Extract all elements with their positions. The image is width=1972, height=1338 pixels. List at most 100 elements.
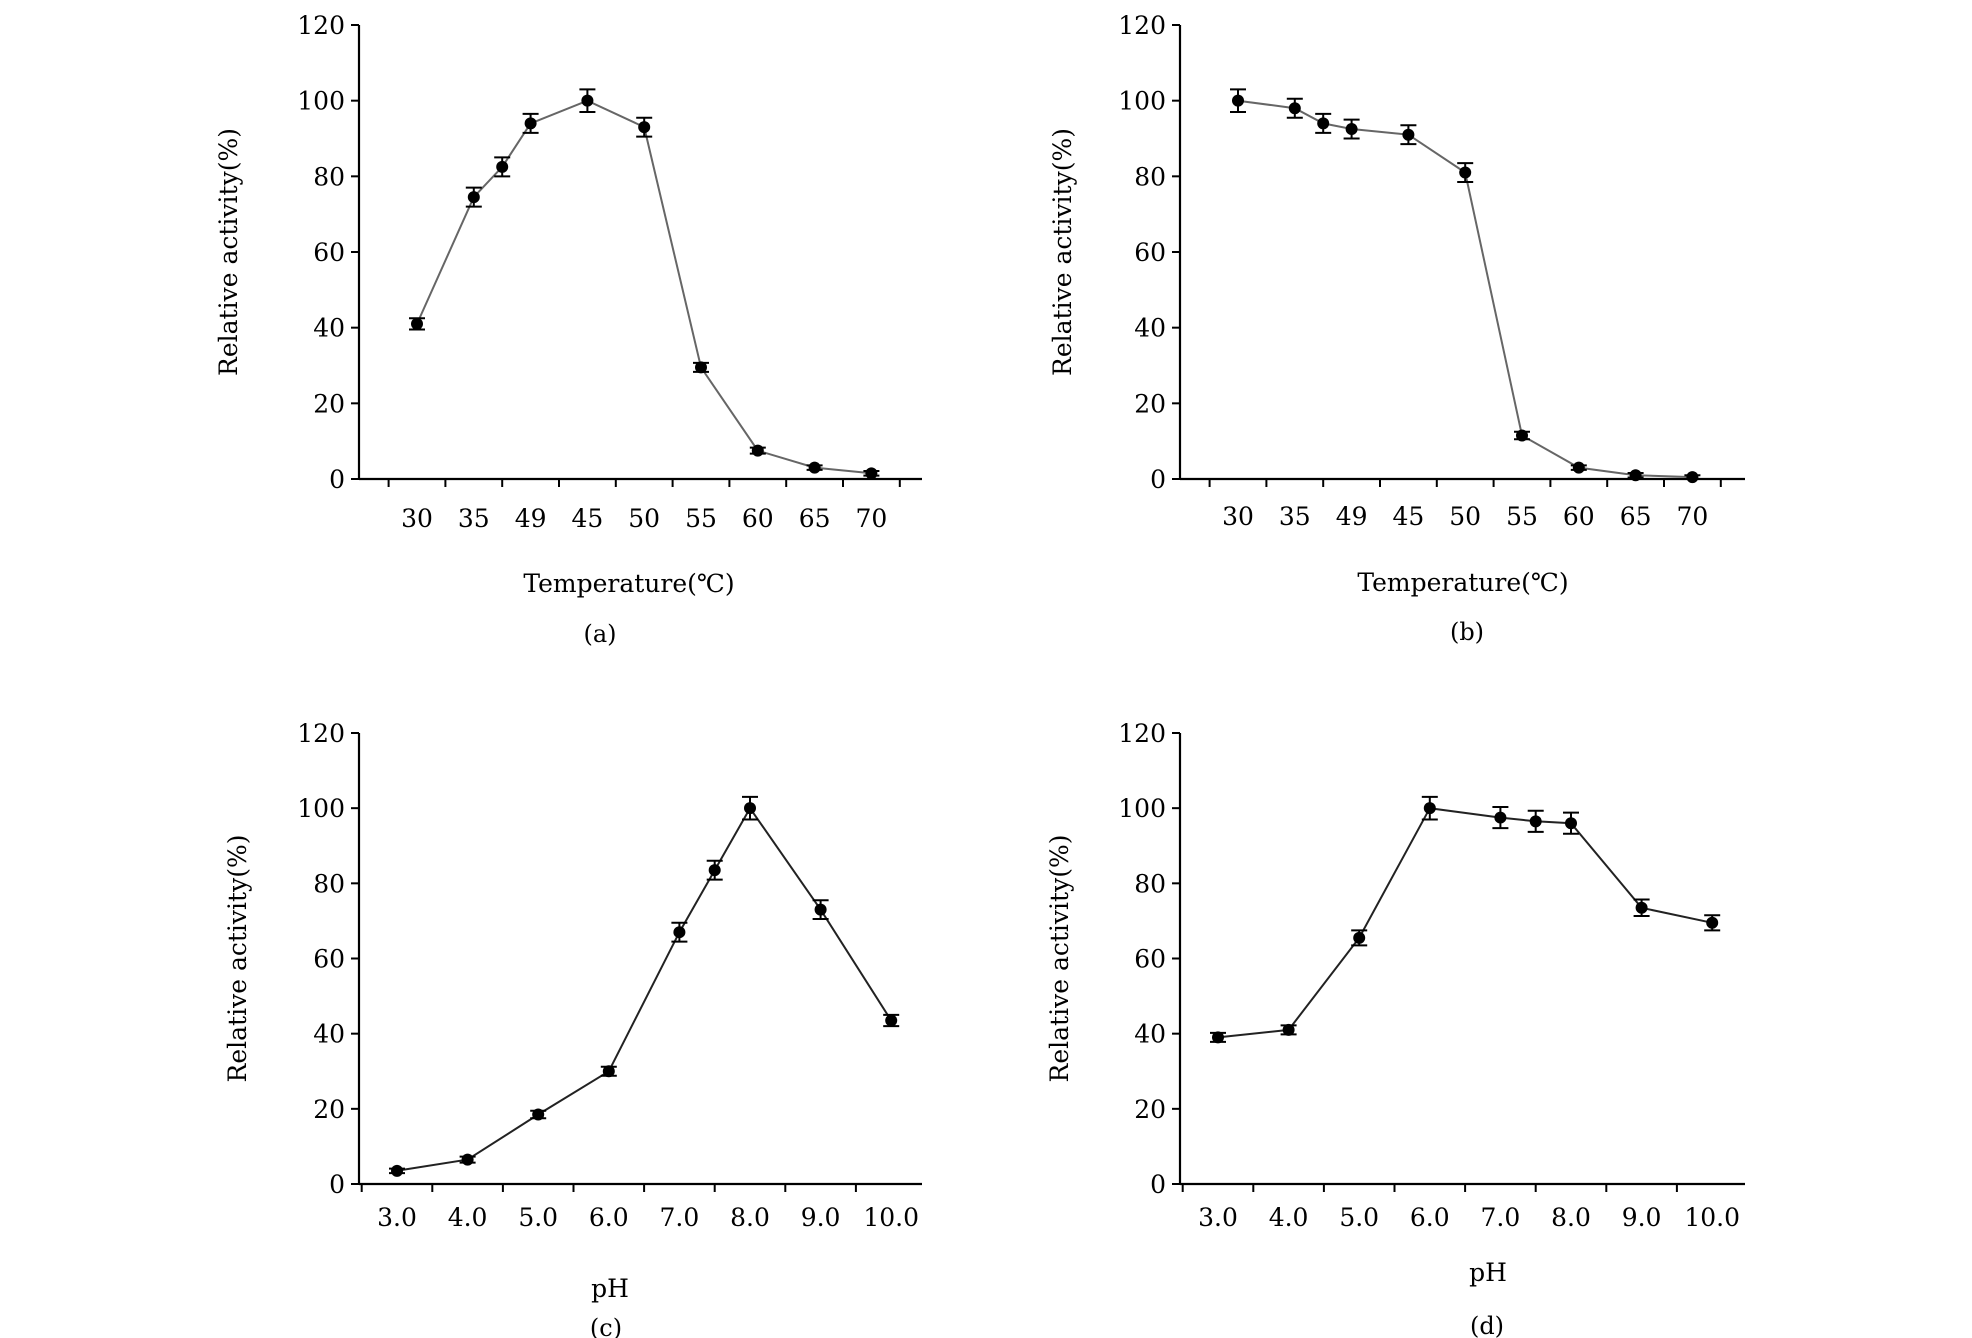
y-tick-label: 0 (1150, 465, 1166, 494)
x-tick-label: 9.0 (801, 1203, 841, 1232)
panel-label: (d) (1470, 1312, 1504, 1338)
x-tick-label: 49 (515, 504, 547, 533)
data-point (1317, 117, 1330, 130)
x-tick-label: 3.0 (1198, 1203, 1238, 1232)
data-point (1565, 817, 1577, 830)
data-point (1232, 94, 1244, 107)
data-point (808, 461, 821, 474)
x-tick-label: 8.0 (1551, 1203, 1591, 1232)
x-tick-label: 65 (1620, 502, 1652, 531)
x-tick-label: 60 (742, 504, 774, 533)
x-tick-label: 10.0 (1684, 1203, 1740, 1232)
y-tick-label: 60 (313, 945, 345, 974)
x-tick-label: 6.0 (1410, 1203, 1450, 1232)
data-point (865, 467, 878, 480)
series-line (1237, 99, 1693, 479)
data-point (391, 1164, 403, 1177)
x-tick-label: 5.0 (1339, 1203, 1379, 1232)
x-tick-label: 4.0 (448, 1203, 488, 1232)
data-point (751, 444, 764, 457)
x-tick-label: 70 (855, 504, 887, 533)
y-tick-label: 20 (1134, 389, 1166, 418)
x-tick-label: 4.0 (1269, 1203, 1309, 1232)
x-tick-label: 7.0 (1481, 1203, 1521, 1232)
y-tick-label: 60 (1134, 945, 1166, 974)
x-tick-label: 6.0 (589, 1203, 629, 1232)
data-point (695, 361, 707, 374)
x-tick-label: 65 (799, 504, 831, 533)
data-point (1282, 1023, 1295, 1036)
data-point (581, 94, 594, 107)
x-tick-label: 35 (1279, 502, 1311, 531)
data-point (1345, 123, 1358, 136)
y-tick-label: 120 (297, 719, 345, 748)
data-point (1459, 166, 1472, 179)
x-tick-label: 70 (1676, 502, 1708, 531)
y-axis-title: Relative activity(%) (1045, 835, 1074, 1083)
data-point (1212, 1031, 1224, 1044)
x-tick-label: 45 (571, 504, 603, 533)
chart-panel-a: 0 20 40 60 80 100 120 30 35 49 45 50 55 60 65 70 Tempera… (214, 11, 922, 648)
x-tick-label: 55 (1506, 502, 1538, 531)
data-point (602, 1065, 615, 1078)
series-line (1217, 807, 1713, 1039)
data-point (1288, 102, 1301, 115)
data-point (814, 903, 827, 916)
data-point (1402, 128, 1415, 141)
chart-panel-c: 0 20 40 60 80 100 120 3.0 4.0 5.0 6.0 7.0 8.0 9.0 10.0… (223, 719, 922, 1338)
series-line (396, 806, 893, 1172)
x-axis-title: pH (591, 1274, 629, 1303)
y-axis-title: Relative activity(%) (223, 835, 252, 1083)
x-tick-label: 9.0 (1622, 1203, 1662, 1232)
x-tick-label: 30 (401, 504, 433, 533)
data-point (708, 864, 721, 877)
y-tick-label: 80 (313, 162, 345, 191)
y-tick-label: 60 (313, 238, 345, 267)
y-tick-label: 100 (297, 87, 345, 116)
y-tick-label: 120 (297, 11, 345, 40)
data-point (673, 926, 686, 939)
y-tick-label: 40 (313, 314, 345, 343)
data-point (1706, 916, 1719, 929)
y-tick-label: 100 (1118, 794, 1166, 823)
y-tick-label: 100 (1118, 87, 1166, 116)
x-axis-title: Temperature(℃) (523, 569, 734, 598)
x-axis-title: Temperature(℃) (1357, 568, 1568, 597)
x-tick-label: 30 (1222, 502, 1254, 531)
y-tick-label: 80 (1134, 869, 1166, 898)
x-tick-label: 45 (1392, 502, 1424, 531)
data-point (1529, 815, 1542, 828)
panel-label: (b) (1450, 618, 1484, 646)
chart-panel-d: 0 20 40 60 80 100 120 3.0 4.0 5.0 6.0 7.0 8.0 9.0 10.0… (1045, 719, 1745, 1338)
x-tick-label: 8.0 (730, 1203, 770, 1232)
data-point (885, 1014, 898, 1027)
y-tick-label: 20 (313, 389, 345, 418)
data-point (744, 802, 756, 815)
y-tick-label: 120 (1118, 719, 1166, 748)
data-point (496, 160, 509, 173)
data-point (638, 121, 651, 134)
y-tick-label: 40 (1134, 1020, 1166, 1049)
data-point (411, 317, 423, 330)
data-point (1494, 811, 1507, 824)
y-tick-label: 80 (313, 869, 345, 898)
data-point (532, 1108, 545, 1121)
chart-panel-b: 0 20 40 60 80 100 120 30 35 49 45 50 55 60 65 70 Tempera… (1048, 11, 1745, 646)
y-tick-label: 60 (1134, 238, 1166, 267)
x-tick-label: 55 (685, 504, 717, 533)
x-tick-label: 3.0 (377, 1203, 417, 1232)
y-tick-label: 80 (1134, 162, 1166, 191)
data-point (1629, 469, 1642, 482)
x-tick-label: 50 (628, 504, 660, 533)
y-tick-label: 0 (329, 465, 345, 494)
data-point (1572, 461, 1585, 474)
data-point (467, 191, 480, 204)
x-tick-label: 5.0 (518, 1203, 558, 1232)
y-tick-label: 100 (297, 794, 345, 823)
y-tick-label: 120 (1118, 11, 1166, 40)
data-point (1353, 931, 1366, 944)
y-tick-label: 0 (1150, 1170, 1166, 1199)
x-tick-label: 50 (1449, 502, 1481, 531)
y-tick-label: 40 (1134, 314, 1166, 343)
